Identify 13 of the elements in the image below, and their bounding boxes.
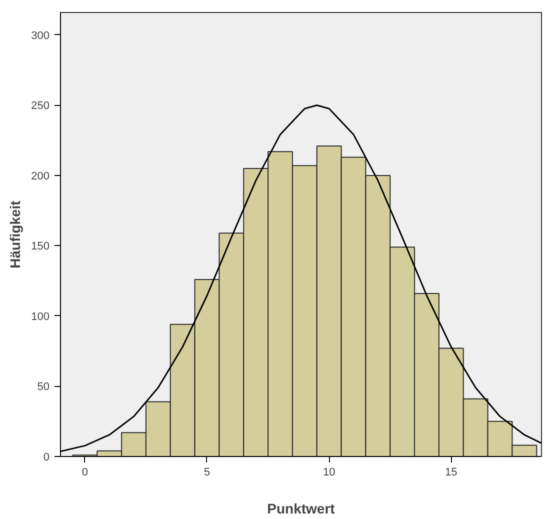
- y-tick-label: 150: [31, 240, 50, 253]
- y-tick-label: 50: [37, 381, 50, 394]
- y-axis-title: Häufigkeit: [7, 200, 24, 268]
- y-tick-label: 200: [31, 170, 50, 182]
- x-tick-label: 15: [445, 466, 458, 478]
- y-tick-label: 100: [31, 310, 50, 323]
- y-tick-label: 250: [31, 100, 50, 112]
- x-axis-title: Punktwert: [267, 500, 336, 516]
- y-tick-label: 0: [43, 452, 50, 464]
- y-tick-label: 300: [31, 30, 50, 42]
- x-tick-label: 10: [322, 466, 336, 478]
- x-tick-label: 0: [82, 466, 88, 478]
- x-tick-label: 5: [204, 466, 210, 478]
